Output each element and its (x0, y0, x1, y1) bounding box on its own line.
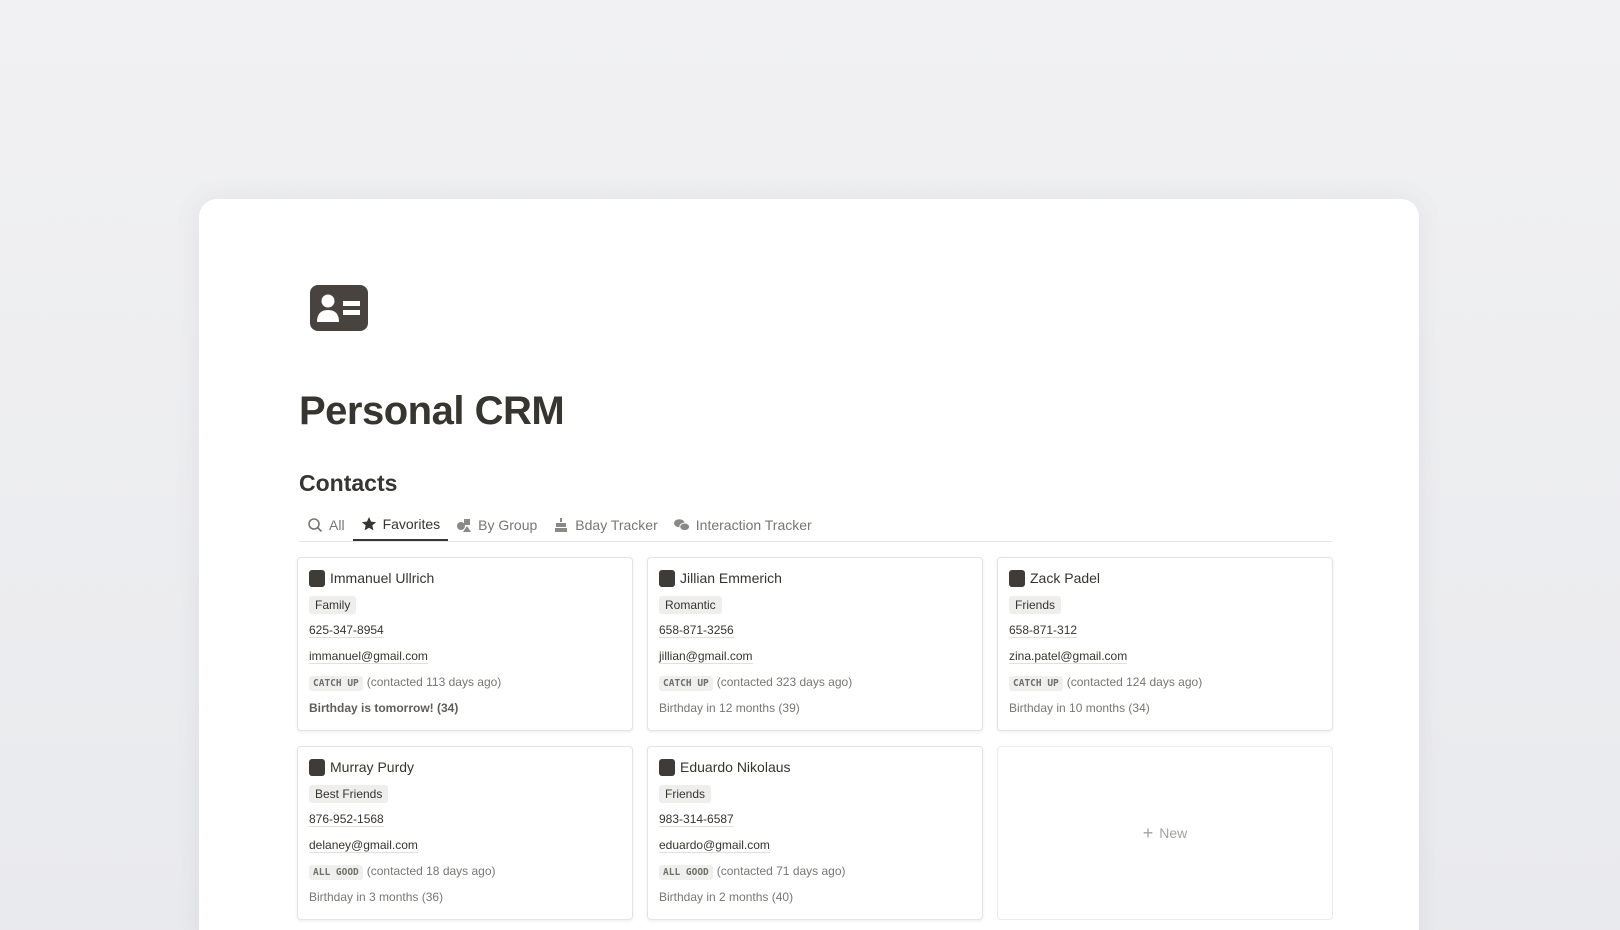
last-contacted: (contacted 124 days ago) (1066, 675, 1203, 689)
tab-by-group[interactable]: By Group (448, 508, 545, 541)
status-badge: ALL GOOD (309, 865, 363, 880)
avatar-icon (309, 758, 325, 776)
email-address[interactable]: jillian@gmail.com (659, 649, 753, 664)
status-badge: CATCH UP (1009, 676, 1063, 691)
tab-favorites[interactable]: Favorites (352, 508, 449, 541)
database-title[interactable]: Contacts (299, 470, 398, 496)
last-contacted: (contacted 18 days ago) (366, 864, 496, 878)
phone-number[interactable]: 658-871-3256 (659, 623, 734, 638)
avatar-icon (309, 569, 325, 587)
tab-bday-tracker[interactable]: Bday Tracker (545, 508, 665, 541)
phone-number[interactable]: 658-871-312 (1009, 623, 1078, 638)
contact-name: Murray Purdy (330, 759, 415, 775)
notion-page: Personal CRM Contacts All Favorites By G… (199, 199, 1419, 930)
birthday-info: Birthday is tomorrow! (34) (309, 701, 459, 715)
group-tag: Best Friends (309, 785, 389, 803)
email-address[interactable]: eduardo@gmail.com (659, 838, 770, 853)
email-address[interactable]: immanuel@gmail.com (309, 649, 428, 664)
view-tabs: All Favorites By Group Bday Tracker Inte… (299, 508, 1332, 542)
phone-number[interactable]: 983-314-6587 (659, 812, 734, 827)
status-badge: CATCH UP (659, 676, 713, 691)
shapes-icon (457, 518, 472, 532)
tab-all[interactable]: All (299, 508, 353, 541)
avatar-icon (1009, 569, 1025, 587)
new-label: New (1159, 825, 1188, 841)
last-contacted: (contacted 71 days ago) (716, 864, 846, 878)
birthday-info: Birthday in 12 months (39) (659, 701, 800, 715)
birthday-info: Birthday in 2 months (40) (659, 890, 794, 904)
status-badge: ALL GOOD (659, 865, 713, 880)
new-card-button[interactable]: + New (997, 746, 1333, 920)
contact-card[interactable]: Jillian Emmerich Romantic 658-871-3256 j… (647, 557, 983, 731)
contact-card[interactable]: Zack Padel Friends 658-871-312 zina.pate… (997, 557, 1333, 731)
last-contacted: (contacted 113 days ago) (366, 675, 502, 689)
tab-label: By Group (478, 516, 538, 533)
contact-name: Jillian Emmerich (680, 570, 782, 586)
contact-card-icon[interactable] (310, 285, 368, 331)
gallery-view: Immanuel Ullrich Family 625-347-8954 imm… (297, 557, 1333, 920)
group-tag: Family (309, 596, 357, 614)
avatar-icon (659, 569, 675, 587)
phone-number[interactable]: 625-347-8954 (309, 623, 384, 638)
contact-card[interactable]: Murray Purdy Best Friends 876-952-1568 d… (297, 746, 633, 920)
birthday-info: Birthday in 10 months (34) (1009, 701, 1150, 715)
email-address[interactable]: delaney@gmail.com (309, 838, 418, 853)
page-title: Personal CRM (299, 389, 565, 433)
contact-name: Eduardo Nikolaus (680, 759, 791, 775)
plus-icon: + (1142, 822, 1154, 843)
phone-number[interactable]: 876-952-1568 (309, 812, 384, 827)
star-icon (361, 516, 376, 530)
tab-label: Bday Tracker (575, 516, 658, 533)
email-address[interactable]: zina.patel@gmail.com (1009, 649, 1128, 664)
last-contacted: (contacted 323 days ago) (716, 675, 853, 689)
tab-interaction-tracker[interactable]: Interaction Tracker (666, 508, 820, 541)
group-tag: Friends (659, 785, 712, 803)
avatar-icon (659, 758, 675, 776)
search-icon (308, 517, 323, 532)
chat-bubbles-icon (673, 518, 690, 531)
contact-card[interactable]: Eduardo Nikolaus Friends 983-314-6587 ed… (647, 746, 983, 920)
birthday-info: Birthday in 3 months (36) (309, 890, 444, 904)
tab-label: Favorites (382, 515, 441, 532)
group-tag: Friends (1009, 596, 1062, 614)
contact-name: Zack Padel (1030, 570, 1101, 586)
contact-card[interactable]: Immanuel Ullrich Family 625-347-8954 imm… (297, 557, 633, 731)
group-tag: Romantic (659, 596, 722, 614)
status-badge: CATCH UP (309, 676, 363, 691)
tab-label: Interaction Tracker (695, 516, 812, 533)
contact-name: Immanuel Ullrich (330, 570, 435, 586)
cake-icon (555, 517, 568, 532)
tab-label: All (329, 516, 345, 533)
